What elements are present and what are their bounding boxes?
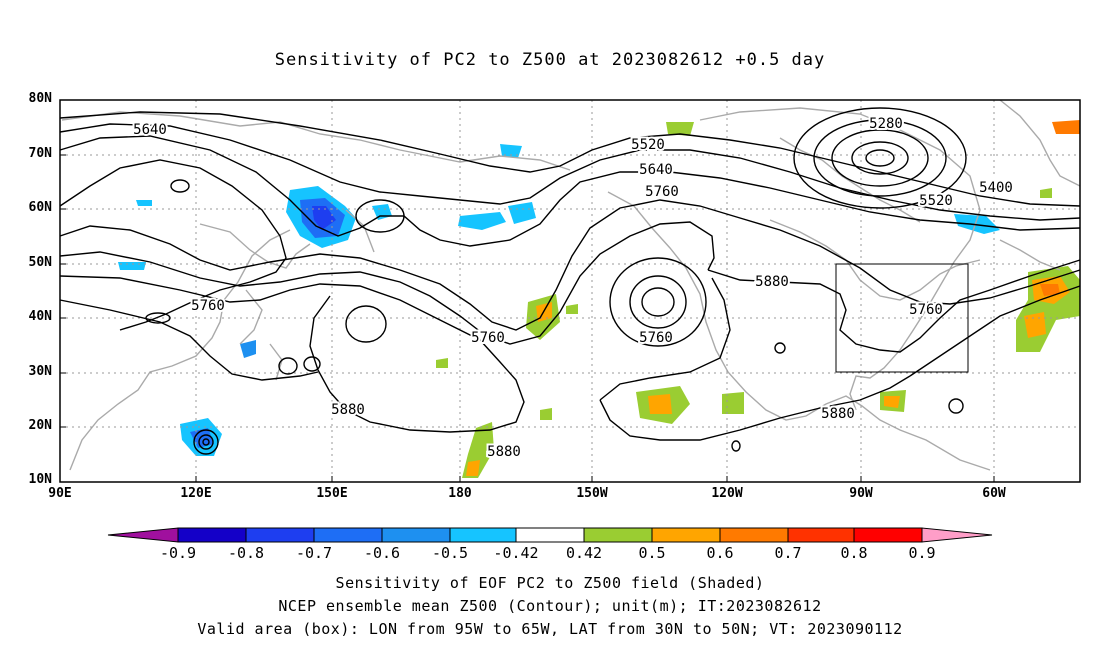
lat-label-30n: 30N — [28, 364, 52, 379]
contour-label: 5280 — [869, 116, 903, 132]
contour-label: 5640 — [639, 162, 673, 178]
contour-label: 5880 — [331, 402, 365, 418]
colorbar-cell — [719, 527, 789, 543]
contour-label: 5880 — [821, 406, 855, 422]
map-frame — [59, 99, 1081, 483]
lon-label-60w: 60W — [982, 486, 1006, 501]
colorbar-label: 0.9 — [908, 544, 936, 562]
colorbar-label: -0.5 — [431, 544, 469, 562]
contour-label: 5760 — [471, 330, 505, 346]
contour-label: 5400 — [979, 180, 1013, 196]
lat-label-80n: 80N — [28, 91, 52, 106]
colorbar-cell — [449, 527, 517, 543]
colorbar-cell — [515, 527, 585, 543]
colorbar-cell — [583, 527, 653, 543]
caption-valid-area: Valid area (box): LON from 95W to 65W, L… — [197, 620, 903, 638]
contour-label: 5760 — [639, 330, 673, 346]
colorbar-label: -0.8 — [227, 544, 265, 562]
colorbar-cell — [313, 527, 383, 543]
z500-contours — [59, 107, 1081, 455]
contour-label: 5520 — [631, 137, 665, 153]
colorbar-label: 0.6 — [706, 544, 734, 562]
contour-label: 5760 — [645, 184, 679, 200]
colorbar-label: -0.6 — [363, 544, 401, 562]
contour-label: 5880 — [487, 444, 521, 460]
contour-label: 5640 — [133, 122, 167, 138]
contour-label: 5520 — [919, 193, 953, 209]
lon-label-150w: 150W — [576, 486, 608, 501]
lat-label-70n: 70N — [28, 146, 52, 161]
coastlines — [61, 99, 1081, 471]
colorbar-label: -0.7 — [295, 544, 333, 562]
colorbar-cell — [381, 527, 451, 543]
lat-label-20n: 20N — [28, 418, 52, 433]
axis-ticks — [60, 154, 995, 482]
colorbar-cell — [853, 527, 923, 543]
colorbar-cell — [651, 527, 721, 543]
colorbar-label: 0.42 — [565, 544, 603, 562]
contour-label: 5760 — [191, 298, 225, 314]
colorbar-label: 0.5 — [638, 544, 666, 562]
valid-area-box — [835, 263, 969, 373]
lon-label-120e: 120E — [180, 486, 212, 501]
colorbar-min-triangle — [107, 527, 179, 543]
colorbar — [107, 527, 993, 543]
colorbar-cell — [177, 527, 247, 543]
lat-label-60n: 60N — [28, 200, 52, 215]
contour-label: 5880 — [755, 274, 789, 290]
colorbar-max-triangle — [921, 527, 993, 543]
lon-label-120w: 120W — [711, 486, 743, 501]
lon-label-180: 180 — [448, 486, 472, 501]
lon-label-150e: 150E — [316, 486, 348, 501]
lat-label-50n: 50N — [28, 255, 52, 270]
caption-shading: Sensitivity of EOF PC2 to Z500 field (Sh… — [335, 574, 765, 592]
colorbar-label: 0.7 — [774, 544, 802, 562]
lat-label-10n: 10N — [28, 472, 52, 487]
colorbar-cell — [245, 527, 315, 543]
contour-label-group: 5640 5520 5640 5760 5280 5400 5520 5760 … — [131, 114, 1015, 462]
lon-label-90w: 90W — [849, 486, 873, 501]
contour-label: 5760 — [909, 302, 943, 318]
lat-label-40n: 40N — [28, 309, 52, 324]
colorbar-cell — [787, 527, 855, 543]
lon-label-90e: 90E — [48, 486, 72, 501]
colorbar-label: 0.8 — [840, 544, 868, 562]
sensitivity-shading — [118, 120, 1080, 478]
caption-contour: NCEP ensemble mean Z500 (Contour); unit(… — [278, 597, 822, 615]
colorbar-label: -0.42 — [493, 544, 539, 562]
colorbar-label: -0.9 — [159, 544, 197, 562]
map-title: Sensitivity of PC2 to Z500 at 2023082612… — [274, 50, 826, 70]
